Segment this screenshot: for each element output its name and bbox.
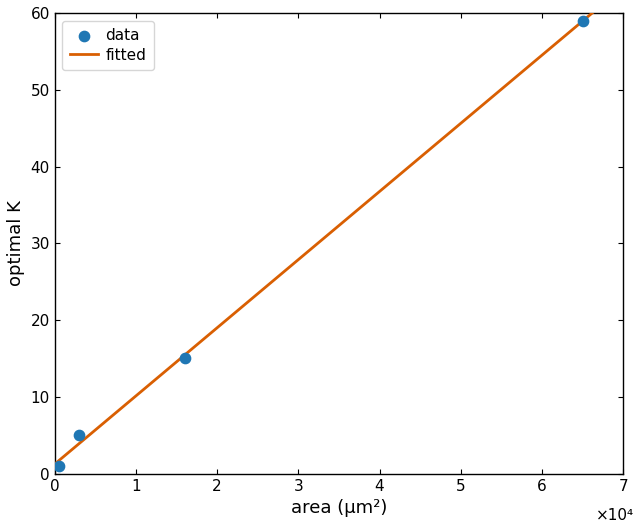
fitted [358, 203, 366, 209]
data [54, 462, 64, 470]
fitted [605, 0, 613, 2]
Line: fitted: fitted [55, 0, 623, 464]
X-axis label: area (μm²): area (μm²) [291, 499, 387, 517]
data [577, 16, 588, 25]
Text: ×10⁴: ×10⁴ [596, 508, 634, 523]
fitted [389, 177, 397, 183]
data [180, 355, 190, 363]
fitted [324, 231, 332, 238]
fitted [51, 461, 59, 467]
Y-axis label: optimal K: optimal K [7, 200, 25, 286]
fitted [516, 70, 524, 76]
fitted [321, 235, 328, 241]
Legend: data, fitted: data, fitted [62, 21, 154, 70]
data [74, 431, 84, 440]
